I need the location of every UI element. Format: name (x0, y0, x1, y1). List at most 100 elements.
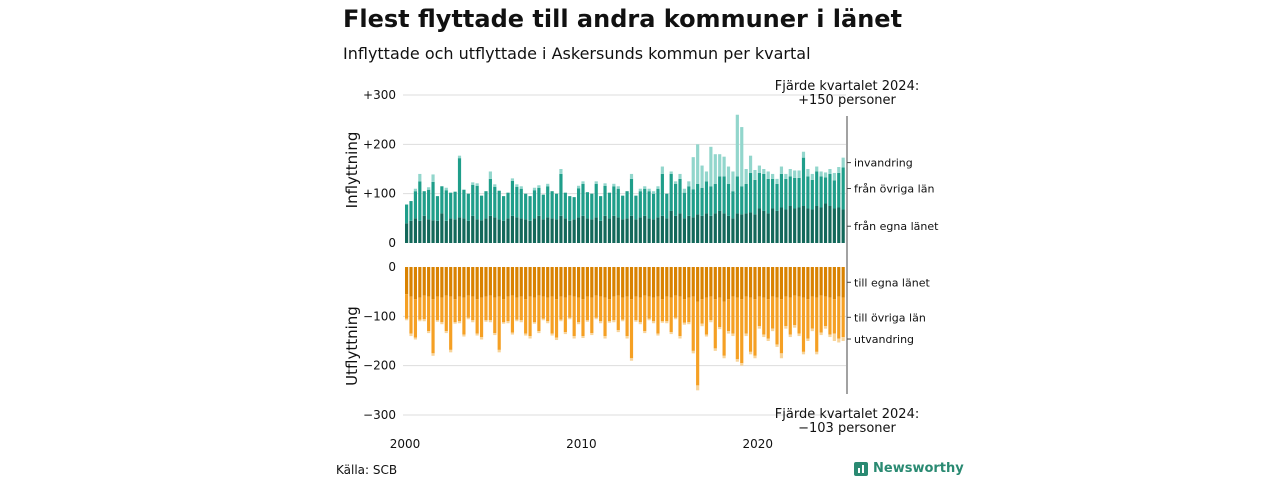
bar-segment (691, 350, 695, 354)
bar-segment (837, 338, 841, 343)
bar-segment (748, 297, 753, 352)
bar-segment (656, 296, 660, 334)
bar-segment (528, 336, 532, 339)
bar-segment (453, 322, 457, 324)
bar-segment (691, 267, 695, 297)
bar-segment (497, 190, 501, 220)
series-label: utvandring (854, 333, 914, 346)
bar-segment (815, 267, 819, 298)
bar-segment (757, 326, 761, 329)
bar-segment (806, 176, 810, 209)
bar-segment (762, 173, 766, 211)
bar-segment (819, 332, 823, 336)
bar-segment (603, 297, 607, 337)
bar-segment (740, 127, 744, 187)
bar-segment (665, 267, 669, 297)
bar-segment (797, 333, 801, 337)
bar-segment (740, 186, 744, 215)
bar-segment (687, 267, 691, 298)
y-axis-label-outflow: Utflyttning (343, 306, 361, 386)
bar-segment (457, 155, 462, 159)
bar-segment (554, 299, 559, 338)
bar-segment (427, 331, 431, 334)
bar-segment (651, 219, 656, 243)
bar-segment (704, 297, 709, 335)
bar-segment (524, 219, 528, 243)
bar-segment (471, 184, 475, 216)
bar-segment (718, 154, 722, 177)
bar-segment (660, 173, 664, 216)
annotation-outflow-value: −103 personer (798, 421, 896, 436)
bar-segment (603, 267, 607, 298)
bar-segment (532, 267, 537, 298)
bar-segment (484, 191, 488, 219)
series-label: till egna länet (854, 276, 930, 289)
bar-segment (607, 321, 612, 323)
bar-segment (431, 353, 435, 356)
bar-segment (590, 297, 594, 334)
bar-segment (607, 299, 612, 322)
bar-segment (427, 267, 431, 297)
bar-segment (793, 325, 797, 328)
bar-segment (775, 183, 779, 211)
bar-segment (647, 318, 651, 321)
bar-segment (444, 187, 448, 191)
bar-segment (457, 158, 462, 218)
bar-segment (722, 267, 726, 302)
source-note: Källa: SCB (336, 463, 398, 477)
bar-segment (418, 297, 422, 320)
bar-segment (418, 319, 422, 322)
bar-segment (656, 267, 660, 297)
bar-segment (726, 215, 731, 243)
bar-segment (660, 215, 664, 243)
bar-segment (599, 267, 603, 297)
bar-segment (713, 183, 717, 214)
bar-segment (669, 171, 673, 174)
bar-segment (427, 189, 431, 220)
bar-segment (484, 267, 488, 297)
bar-segment (440, 267, 444, 298)
bar-segment (581, 336, 585, 339)
bar-segment (788, 267, 792, 298)
bar-segment (704, 334, 709, 337)
bar-segment (475, 185, 479, 220)
series-label: till övriga län (854, 311, 926, 324)
bar-segment (405, 294, 409, 319)
bar-segment (510, 180, 515, 216)
bar-segment (753, 355, 757, 359)
bar-segment (647, 296, 651, 319)
bar-segment (748, 155, 753, 173)
brand-name: Newsworthy (873, 461, 964, 476)
bar-segment (634, 296, 638, 321)
bar-segment (735, 297, 739, 360)
bar-segment (775, 267, 779, 298)
bar-segment (502, 322, 506, 324)
bar-segment (660, 299, 664, 322)
bar-segment (537, 331, 541, 334)
bar-segment (687, 297, 691, 323)
bar-segment (462, 267, 466, 298)
bar-segment (696, 183, 700, 215)
bar-segment (576, 217, 581, 243)
bar-segment (405, 223, 409, 243)
bar-segment (524, 267, 528, 300)
bar-segment (674, 317, 678, 320)
bar-segment (718, 176, 722, 211)
bar-segment (449, 218, 453, 243)
bar-segment (638, 297, 642, 323)
bar-segment (766, 213, 770, 243)
bar-segment (819, 267, 823, 296)
bar-segment (479, 337, 484, 340)
bar-segment (810, 296, 814, 329)
bar-segment (643, 186, 647, 189)
bar-segment (405, 318, 409, 321)
bar-segment (422, 215, 426, 243)
bar-segment (418, 181, 422, 221)
annotation-inflow-label: Fjärde kvartalet 2024: (775, 79, 919, 94)
bar-segment (815, 206, 819, 243)
bar-segment (744, 333, 748, 337)
bar-segment (581, 181, 585, 184)
bar-segment (519, 296, 523, 321)
bar-segment (479, 297, 484, 338)
bar-segment (665, 321, 669, 324)
